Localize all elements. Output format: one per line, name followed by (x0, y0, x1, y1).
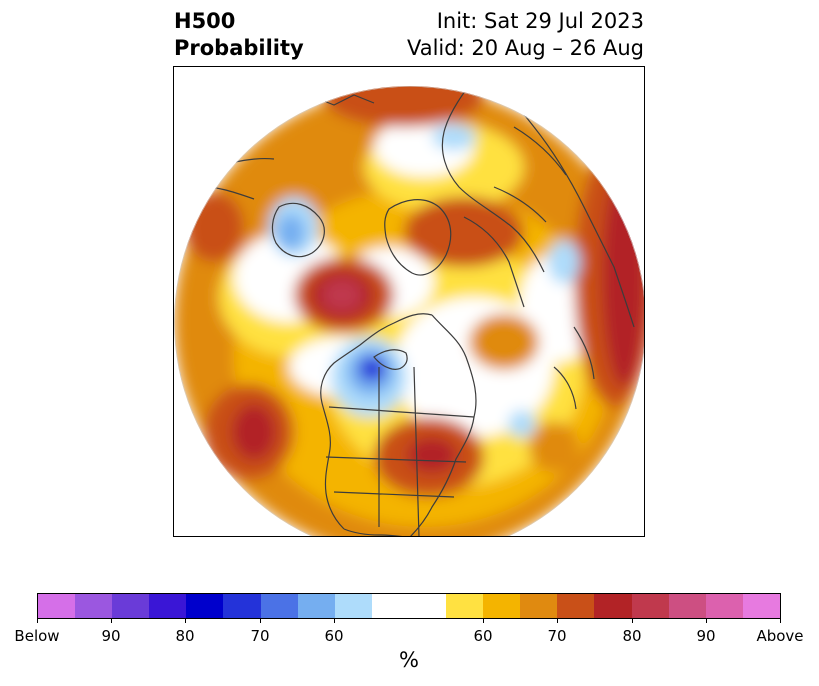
colorbar-unit-label: % (399, 648, 419, 672)
colorbar-tick-label: 80 (175, 627, 195, 645)
colorbar-tick-label: 90 (696, 627, 716, 645)
colorbar-swatch (408, 594, 447, 618)
colorbar-tick-label: Below (14, 627, 60, 645)
colorbar-swatch (483, 594, 521, 618)
colorbar-tick (37, 618, 38, 623)
colorbar-tick-label: 60 (324, 627, 344, 645)
colorbar-swatch (186, 594, 224, 618)
colorbar-swatch (149, 594, 187, 618)
title-init-date: Init: Sat 29 Jul 2023 (436, 9, 644, 33)
title-variable: H500 (174, 9, 236, 33)
colorbar-swatch (371, 594, 409, 618)
probability-map (174, 86, 644, 536)
colorbar-tick-label: 80 (622, 627, 642, 645)
colorbar-swatch (334, 594, 372, 618)
colorbar-swatch (557, 594, 595, 618)
colorbar-tick (260, 618, 261, 623)
colorbar-tick (557, 618, 558, 623)
colorbar-tick-label: Above (756, 627, 804, 645)
title-valid-range: Valid: 20 Aug – 26 Aug (406, 36, 644, 60)
colorbar-tick (706, 618, 707, 623)
colorbar-tick (111, 618, 112, 623)
colorbar-tick-label: 70 (547, 627, 567, 645)
colorbar-swatch (668, 594, 706, 618)
map-title-right: Init: Sat 29 Jul 2023 Valid: 20 Aug – 26… (407, 8, 644, 62)
colorbar-tick (334, 618, 335, 623)
colorbar-swatch (446, 594, 484, 618)
probability-shading (174, 86, 644, 536)
colorbar-swatch (631, 594, 669, 618)
colorbar-tick-label: 90 (101, 627, 121, 645)
title-kind: Probability (174, 36, 304, 60)
colorbar-swatch (594, 594, 632, 618)
colorbar (37, 593, 781, 619)
colorbar-tick (780, 618, 781, 623)
colorbar-tick-label: 70 (250, 627, 270, 645)
colorbar-swatch (297, 594, 335, 618)
colorbar-swatch (112, 594, 150, 618)
colorbar-tick (632, 618, 633, 623)
colorbar-swatch (75, 594, 113, 618)
map-frame (173, 66, 645, 537)
map-title-left: H500 Probability (174, 8, 304, 62)
colorbar-swatch (705, 594, 743, 618)
colorbar-swatch (742, 594, 780, 618)
colorbar-tick (185, 618, 186, 623)
colorbar-tick (483, 618, 484, 623)
colorbar-swatch (38, 594, 76, 618)
colorbar-swatch (520, 594, 558, 618)
colorbar-swatch (260, 594, 298, 618)
colorbar-tick-label: 60 (473, 627, 493, 645)
colorbar-swatch (223, 594, 261, 618)
